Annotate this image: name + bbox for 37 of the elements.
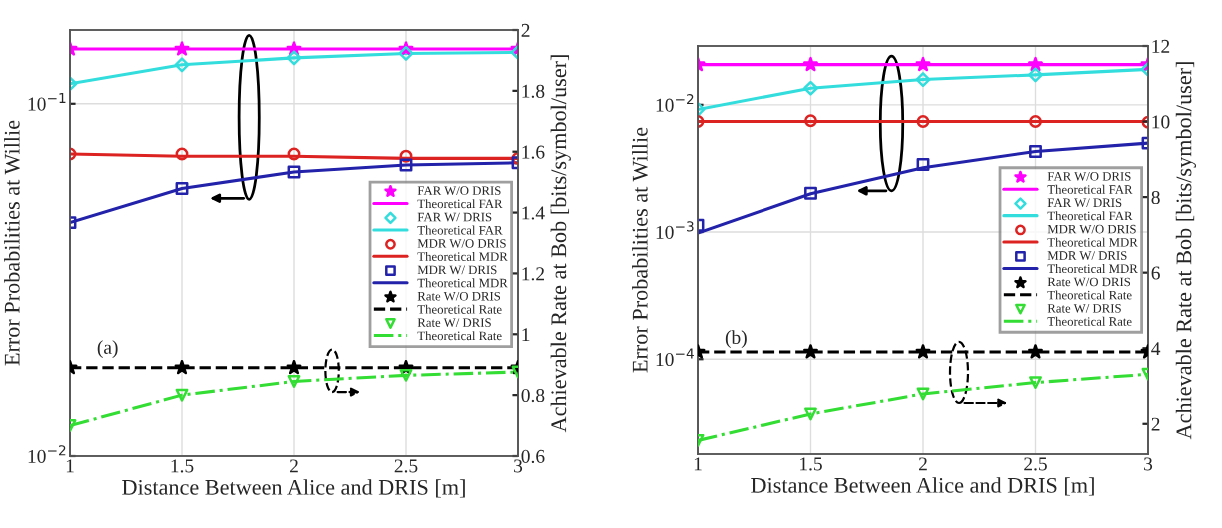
y2-axis-title: Achievable Rate at Bob [bits/symbol/user] [550, 55, 571, 433]
y2-tick-label: 2 [1151, 417, 1160, 431]
y-tick-label: 10$^{−1}$ [28, 93, 66, 111]
x-tick-label: 3 [514, 459, 523, 473]
y2-tick-label: 4 [1151, 342, 1161, 355]
y2-tick-label: 1.2 [522, 267, 545, 281]
x-tick-label: 2 [918, 457, 927, 471]
x-axis-title: Distance Between Alice and DRIS [m] [751, 477, 1094, 496]
annotation: (a) [97, 340, 118, 358]
x-axis-title: Distance Between Alice and DRIS [m] [122, 479, 465, 498]
y2-axis-title: Achievable Rate at Bob [bits/symbol/user] [1175, 62, 1196, 440]
x-tick-label: 1 [694, 457, 702, 471]
x-tick-label: 1.5 [171, 459, 194, 473]
y-tick-label: 10$^{−4}$ [656, 348, 694, 367]
y-tick-label: 10$^{−2}$ [656, 94, 694, 112]
y2-tick-label: 1 [522, 328, 530, 342]
y-tick-label: 10$^{−3}$ [656, 221, 694, 239]
x-tick-label: 3 [1144, 457, 1153, 471]
y-tick-label: 10$^{−2}$ [28, 445, 66, 463]
y2-tick-label: 1.6 [522, 145, 545, 159]
y2-tick-label: 8 [1151, 190, 1160, 205]
y2-tick-label: 0.6 [521, 449, 545, 464]
y2-tick-label: 10 [1152, 115, 1170, 129]
y-axis-title: Error Probabilities at Willie [4, 120, 20, 366]
y2-tick-label: 12 [1152, 39, 1170, 53]
y2-tick-label: 0.8 [521, 388, 545, 403]
y2-tick-label: 2 [521, 23, 530, 37]
x-tick-label: 1.5 [800, 457, 822, 471]
x-tick-label: 2 [289, 459, 298, 473]
x-tick-label: 1 [66, 459, 74, 473]
y-axis-title: Error Probabilities at Willie [632, 127, 648, 373]
y2-tick-label: 6 [1151, 266, 1160, 280]
x-tick-label: 2.5 [1024, 457, 1047, 471]
x-tick-label: 2.5 [394, 459, 418, 473]
annotation: (b) [725, 330, 747, 348]
y2-tick-label: 1.8 [522, 84, 545, 98]
y2-tick-label: 1.4 [522, 206, 545, 220]
